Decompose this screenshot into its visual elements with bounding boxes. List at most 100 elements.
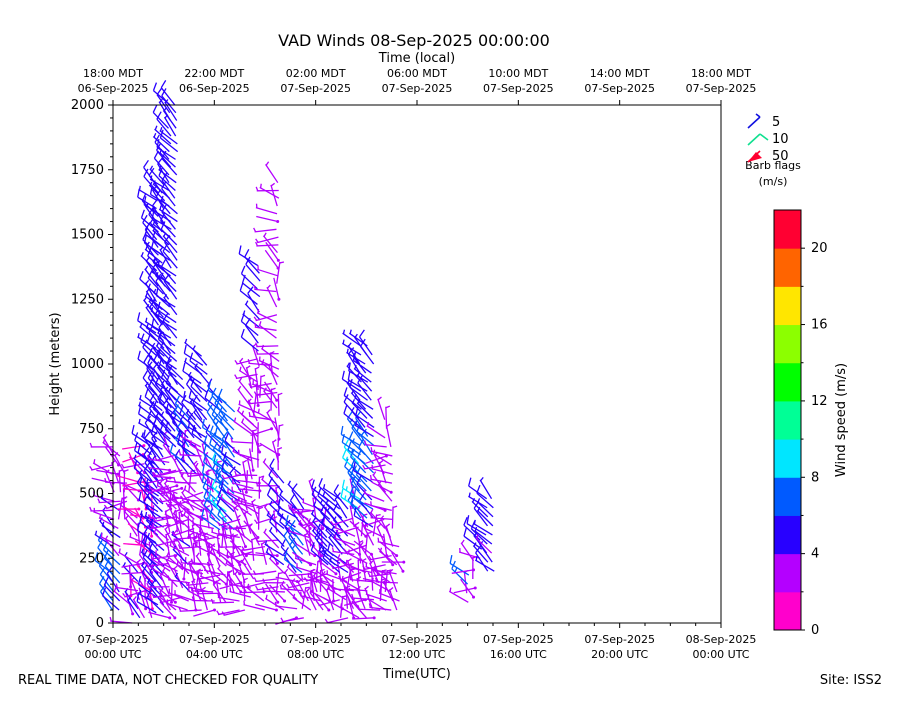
wind-barb [266,162,278,183]
colorbar-segment [774,210,801,249]
wind-barb [163,244,177,268]
wind-barb [256,237,279,242]
colorbar-segment [774,439,801,478]
wind-barb [365,441,387,447]
wind-barb [90,443,113,447]
wind-barb [322,492,339,509]
wind-barb [185,339,202,356]
top-tick-label-time: 18:00 MDT [691,67,751,80]
x-tick-label-time: 04:00 UTC [186,648,243,661]
x-tick-label-time: 00:00 UTC [84,648,141,661]
x-tick-label-date: 07-Sep-2025 [179,633,250,646]
top-tick-label-date: 06-Sep-2025 [179,82,250,95]
wind-barb [372,482,393,494]
legend-label: 50 [772,149,789,164]
x-tick-label-date: 07-Sep-2025 [382,633,453,646]
wind-barb [123,484,139,502]
colorbar-segment [774,325,801,364]
colorbar-tick-label: 16 [811,318,828,333]
wind-barb [319,478,335,501]
wind-barb [248,400,271,404]
colorbar-segment [774,554,801,593]
plot-frame [113,105,721,623]
wind-barb [350,576,372,582]
wind-barb [352,616,375,619]
colorbar-segment [774,286,801,325]
top-tick-label-time: 02:00 MDT [286,67,346,80]
y-tick-label: 500 [79,487,104,502]
colorbar-segment [774,515,801,554]
legend-caption-units: (m/s) [759,175,788,188]
top-tick-label-time: 14:00 MDT [590,67,650,80]
legend-entry: 5 [748,114,780,130]
wind-barb [325,618,348,623]
wind-barb [256,500,278,508]
wind-barb [378,538,399,547]
wind-barb [260,443,280,456]
wind-barb [256,187,279,191]
legend-label: 5 [772,115,780,130]
top-tick-label-date: 07-Sep-2025 [483,82,554,95]
wind-barb [259,507,263,529]
colorbar-segment [774,592,801,631]
top-axis-label: Time (local) [378,51,455,66]
wind-barb [242,558,254,579]
wind-barb [254,578,277,582]
wind-barb [254,228,277,232]
wind-barb [352,594,374,600]
wind-barb [256,204,277,214]
top-tick-label-date: 07-Sep-2025 [584,82,655,95]
wind-barb [257,265,278,276]
wind-barb [392,506,397,528]
wind-barb [461,540,474,561]
x-tick-label-time: 16:00 UTC [490,648,547,661]
top-tick-label-date: 07-Sep-2025 [280,82,351,95]
wind-barb [187,508,208,519]
top-tick-label-time: 18:00 MDT [83,67,143,80]
x-tick-label-date: 08-Sep-2025 [686,633,757,646]
wind-barb [99,514,118,528]
wind-barb [278,393,282,416]
wind-barb [252,538,256,561]
x-tick-label-time: 08:00 UTC [287,648,344,661]
wind-barb [343,330,361,346]
wind-barb [327,584,346,599]
colorbar-segment [774,363,801,402]
wind-barb [231,438,253,443]
wind-barb [454,587,477,593]
colorbar-segment [774,248,801,287]
footer-disclaimer: REAL TIME DATA, NOT CHECKED FOR QUALITY [18,673,318,688]
top-tick-label-date: 07-Sep-2025 [382,82,453,95]
wind-barb [263,459,278,478]
top-tick-label-time: 22:00 MDT [184,67,244,80]
wind-barb [90,465,113,470]
y-tick-label: 1250 [71,292,104,307]
colorbar-tick-label: 8 [811,470,819,485]
legend-entry: 10 [748,132,789,147]
wind-barb [382,561,405,564]
wind-barb [469,478,487,499]
wind-barb [243,460,247,483]
top-tick-label-date: 07-Sep-2025 [686,82,757,95]
wind-barb [278,448,282,471]
colorbar-tick-label: 20 [811,241,828,256]
y-tick-label: 0 [96,616,104,631]
wind-barb [119,548,138,563]
x-tick-label-date: 07-Sep-2025 [78,633,149,646]
x-tick-label-date: 07-Sep-2025 [584,633,655,646]
x-tick-label-time: 12:00 UTC [388,648,445,661]
x-tick-label-date: 07-Sep-2025 [280,633,351,646]
wind-barb [129,565,132,588]
wind-barb [239,245,258,265]
chart-title: VAD Winds 08-Sep-2025 00:00:00 [278,31,550,50]
wind-barb [119,470,123,493]
y-tick-label: 1750 [71,163,104,178]
wind-barb [256,216,279,223]
top-tick-label-time: 06:00 MDT [387,67,447,80]
wind-barb [267,285,277,307]
x-tick-label-time: 20:00 UTC [591,648,648,661]
wind-barb [386,424,390,447]
top-tick-label-time: 10:00 MDT [488,67,548,80]
y-tick-label: 2000 [71,98,104,113]
